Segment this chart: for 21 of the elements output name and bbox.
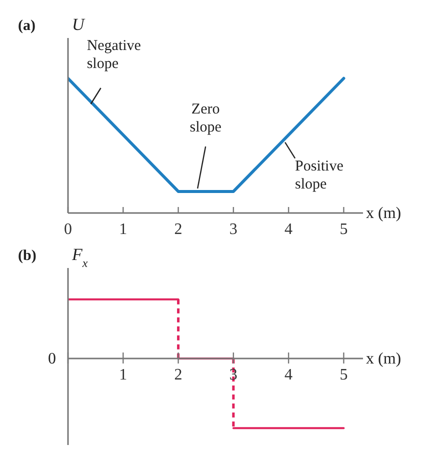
chart-title: (b) <box>18 248 36 264</box>
annotation: Positive slope <box>295 158 344 192</box>
x-tick-label: 3 <box>229 366 238 384</box>
x-tick-label: 5 <box>340 366 348 384</box>
annotation: Zero slope <box>190 101 222 136</box>
x-axis-title: x (m) <box>366 350 402 368</box>
y-axis-title: F$_{x}$ <box>71 245 88 270</box>
text: 0 <box>48 350 56 368</box>
y-axis-title: U <box>72 15 86 34</box>
x-tick-label: 2 <box>174 221 182 238</box>
annotation: Negative slope <box>86 38 142 72</box>
x-axis-title: x (m) <box>366 205 402 222</box>
x-tick-label: 1 <box>119 221 128 238</box>
x-tick-label: 4 <box>284 366 293 384</box>
x-tick-label: 3 <box>229 221 238 238</box>
x-tick-label: 2 <box>174 366 182 384</box>
x-tick-label: 4 <box>284 221 293 238</box>
x-tick-label: 5 <box>340 221 348 238</box>
x-tick-label: 0 <box>64 221 72 238</box>
chart-title: (a) <box>18 18 36 34</box>
x-tick-label: 1 <box>119 366 128 384</box>
